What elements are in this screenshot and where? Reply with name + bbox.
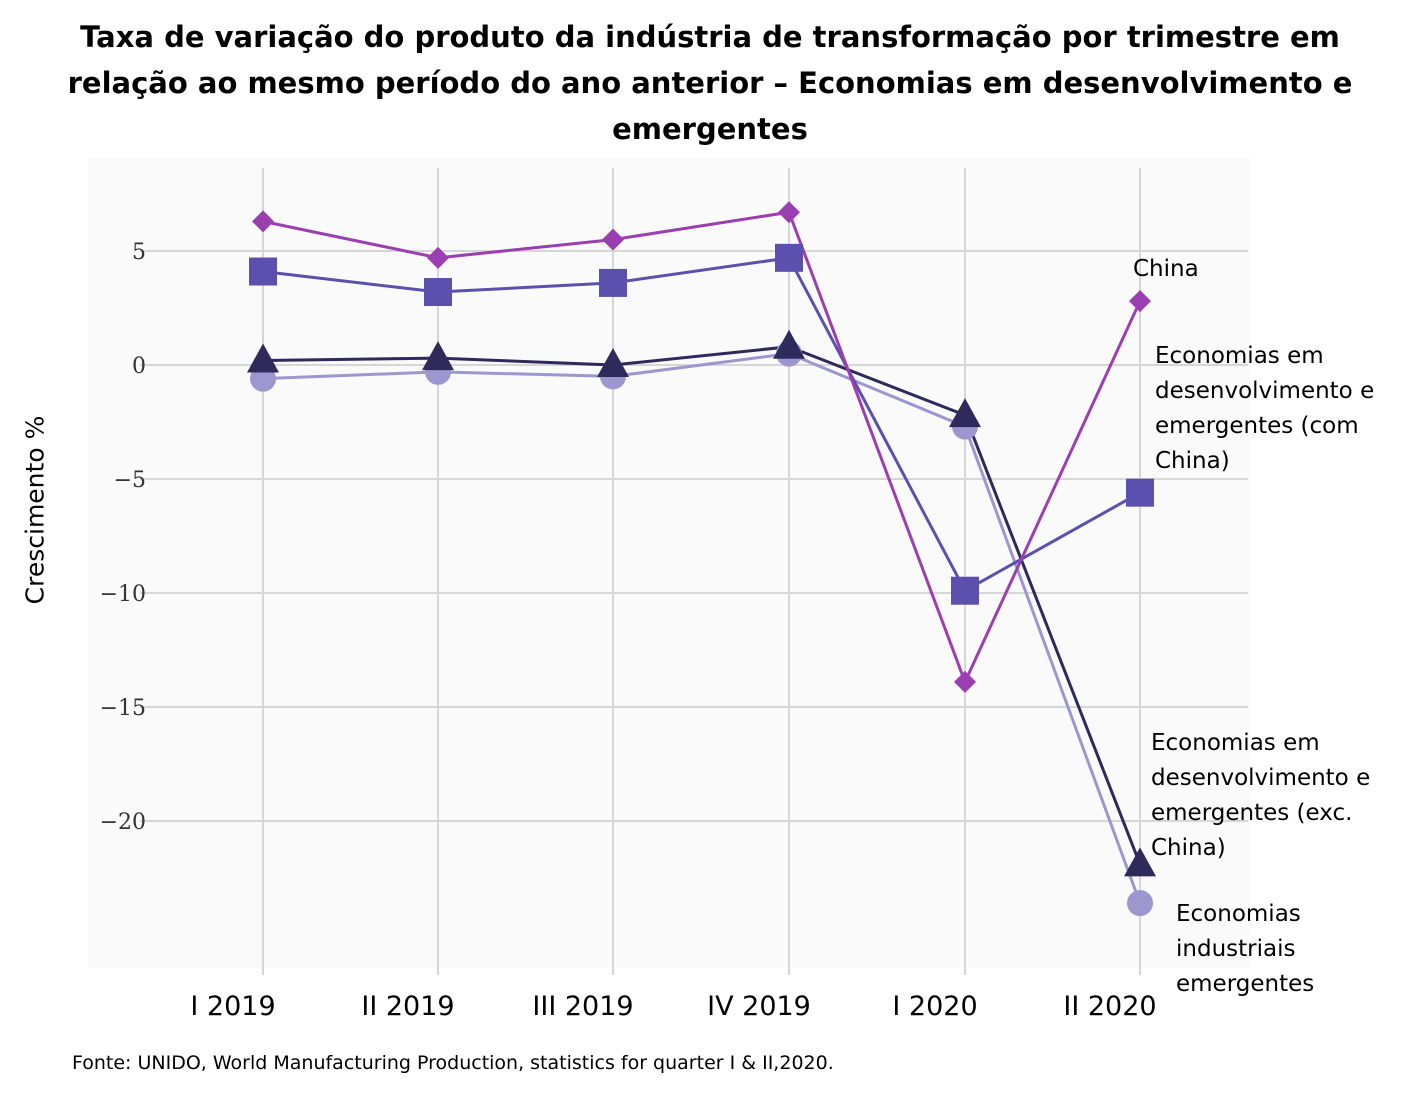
series-label-industriais: Economias industriais emergentes [1176, 897, 1314, 1002]
y-tick-label: −10 [100, 582, 146, 607]
x-tick-label: III 2019 [532, 991, 633, 1022]
data-point-square [424, 278, 452, 307]
label-line: Economias em [1151, 730, 1320, 756]
data-point-triangle [773, 329, 805, 359]
label-line: emergentes [1176, 971, 1315, 997]
x-tick-label: IV 2019 [707, 991, 811, 1022]
x-tick-label: II 2020 [1063, 991, 1156, 1022]
y-axis-ticks: 5 0 −5 −10 −15 −20 [100, 240, 146, 835]
series-label-china: China [1133, 252, 1199, 287]
chart-title: Taxa de variação do produto da indústria… [67, 20, 1353, 146]
series-label-com-china: Economias em desenvolvimento e emergentes … [1155, 339, 1374, 479]
label-line: China) [1151, 835, 1226, 861]
y-tick-label: −5 [114, 468, 146, 493]
y-tick-label: 0 [132, 354, 146, 379]
data-point-diamond [778, 201, 800, 224]
data-point-circle [1127, 890, 1153, 917]
label-line: desenvolvimento e [1151, 765, 1371, 791]
series-lines [262, 210, 1142, 904]
label-line: Economias [1176, 901, 1301, 927]
data-point-diamond [1129, 290, 1151, 313]
series-label-exc-china: Economias em desenvolvimento e emergentes … [1151, 726, 1370, 866]
data-point-square [1126, 478, 1154, 507]
series-line [262, 352, 1142, 904]
data-point-triangle [1124, 847, 1156, 877]
label-line: China) [1155, 448, 1230, 474]
label-line: industriais [1176, 936, 1296, 962]
x-tick-label: II 2019 [361, 991, 454, 1022]
plot-area [88, 158, 1250, 968]
data-point-triangle [247, 343, 279, 373]
data-point-square [249, 257, 277, 286]
data-point-square [599, 268, 627, 297]
source-note: Fonte: UNIDO, World Manufacturing Produc… [72, 1052, 834, 1074]
x-axis-ticks: I 2019 II 2019 III 2019 IV 2019 I 2020 II 202… [190, 991, 1156, 1022]
y-tick-label: −20 [100, 810, 146, 835]
data-point-square [951, 576, 979, 605]
series-line [262, 210, 1142, 684]
label-line: emergentes (exc. [1151, 800, 1353, 826]
data-point-diamond [252, 210, 274, 233]
y-tick-label: −15 [100, 696, 146, 721]
label-line: emergentes (com [1155, 413, 1359, 439]
data-point-diamond [427, 246, 449, 269]
label-line: China [1133, 256, 1199, 282]
label-line: desenvolvimento e [1155, 378, 1375, 404]
series-markers [247, 201, 1156, 917]
data-point-diamond [602, 228, 624, 251]
y-tick-label: 5 [132, 240, 146, 265]
data-point-diamond [954, 670, 976, 693]
label-line: Economias em [1155, 343, 1324, 369]
data-point-triangle [422, 341, 454, 371]
y-axis-label: Crescimento % [20, 415, 50, 605]
data-point-triangle [597, 348, 629, 377]
data-point-square [775, 243, 803, 272]
data-point-triangle [949, 398, 981, 428]
x-tick-label: I 2019 [190, 991, 275, 1022]
series-line [262, 256, 1141, 593]
x-tick-label: I 2020 [892, 991, 977, 1022]
series-line [262, 345, 1142, 865]
